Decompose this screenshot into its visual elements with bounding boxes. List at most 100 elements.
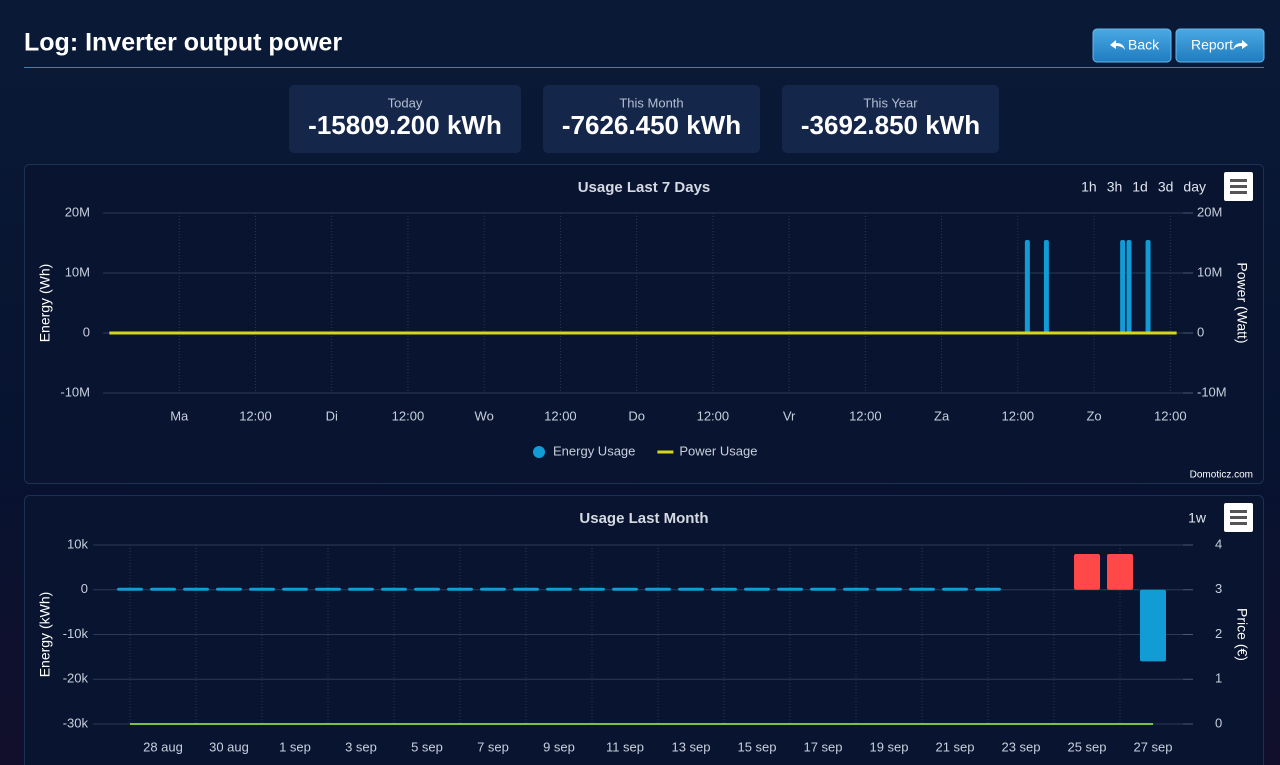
range-button[interactable]: 1d [1132, 179, 1148, 195]
back-button-bg[interactable] [1092, 28, 1172, 63]
menu-icon-bar[interactable] [1230, 522, 1247, 525]
x-tick-label: 12:00 [392, 408, 425, 423]
summary-card [782, 85, 999, 153]
credit: Domoticz.com [1190, 470, 1253, 481]
bar [1126, 240, 1132, 333]
x-tick-label: Za [934, 408, 950, 423]
y2-tick-label: 0 [1197, 324, 1204, 339]
y-tick-label: -30k [63, 715, 89, 730]
x-tick-label: 28 aug [143, 739, 183, 754]
y2-tick-label: 20M [1197, 204, 1222, 219]
report-button[interactable]: Report [1175, 28, 1265, 63]
back-icon[interactable] [1110, 40, 1125, 50]
y-tick-label: 0 [83, 324, 90, 339]
summary-card [543, 85, 760, 153]
menu-icon-bar[interactable] [1230, 179, 1247, 182]
report-icon[interactable] [1233, 40, 1248, 50]
x-tick-label: 12:00 [849, 408, 882, 423]
summary-label: This Month [619, 95, 683, 110]
legend-label[interactable]: Energy Usage [553, 443, 635, 458]
chart-panel [24, 164, 1264, 484]
x-tick-label: Zo [1086, 408, 1101, 423]
y-tick-label: 20M [65, 204, 90, 219]
chart-panel [24, 495, 1264, 765]
menu-icon-bar[interactable] [1230, 510, 1247, 513]
summary-value: -7626.450 kWh [562, 110, 741, 140]
bar [1024, 240, 1030, 333]
bar [843, 587, 869, 591]
menu-icon-bar[interactable] [1230, 185, 1247, 188]
bar [117, 587, 143, 591]
charts: Usage Last 7 Days day 3d 1d 3h 1h Energy (Wh) P… [24, 164, 1264, 765]
x-tick-label: Ma [170, 408, 189, 423]
bar [909, 587, 935, 591]
y2-axis-title: Price (€) [1234, 608, 1250, 661]
range-button[interactable]: 3d [1158, 179, 1174, 195]
menu-icon-bar[interactable] [1230, 516, 1247, 519]
bar [480, 587, 506, 591]
chart: Usage Last 7 Days day 3d 1d 3h 1h Energy (Wh) P… [24, 164, 1264, 484]
bar [1140, 589, 1166, 662]
summary: Today-15809.200 kWh This Month-7626.450 k… [289, 85, 999, 153]
x-tick-label: 30 aug [209, 739, 249, 754]
bar [975, 587, 1001, 591]
range-button[interactable]: 3h [1107, 179, 1123, 195]
bar [711, 587, 737, 591]
bar [645, 587, 671, 591]
bar [414, 587, 440, 591]
bar [777, 587, 803, 591]
x-tick-label: 1 sep [279, 739, 311, 754]
bar [612, 587, 638, 591]
bar [1107, 553, 1133, 590]
legend-label[interactable]: Power Usage [679, 443, 757, 458]
summary-label: This Year [863, 95, 918, 110]
bar [744, 587, 770, 591]
report-label[interactable]: Report [1191, 37, 1233, 53]
bar [348, 587, 374, 591]
bar [810, 587, 836, 591]
bar [1145, 240, 1151, 333]
bar [546, 587, 572, 591]
back-button[interactable]: Back [1092, 28, 1172, 63]
x-tick-label: 9 sep [543, 739, 575, 754]
x-tick-label: 12:00 [697, 408, 730, 423]
legend-symbol[interactable] [533, 446, 545, 458]
y2-tick-label: 0 [1215, 715, 1222, 730]
x-tick-label: Do [628, 408, 645, 423]
y2-tick-label: 4 [1215, 536, 1222, 551]
range-button[interactable]: day [1183, 179, 1206, 195]
summary-value: -15809.200 kWh [308, 110, 502, 140]
bar [216, 587, 242, 591]
bar [1074, 553, 1100, 590]
x-tick-label: Wo [475, 408, 494, 423]
bar [183, 587, 209, 591]
range-button[interactable]: 1w [1188, 510, 1207, 526]
bar [942, 587, 968, 591]
y2-tick-label: -10M [1197, 384, 1227, 399]
chart-title: Usage Last Month [579, 510, 708, 527]
x-tick-label: 12:00 [1002, 408, 1035, 423]
bar [678, 587, 704, 591]
summary-card [289, 85, 521, 153]
y2-tick-label: 3 [1215, 581, 1222, 596]
y-tick-label: -20k [63, 671, 89, 686]
bar [513, 587, 539, 591]
summary-value: -3692.850 kWh [801, 110, 980, 140]
y-tick-label: -10M [60, 384, 90, 399]
report-button-bg[interactable] [1175, 28, 1265, 63]
y-tick-label: 10M [65, 264, 90, 279]
bar [315, 587, 341, 591]
x-tick-label: Di [326, 408, 338, 423]
range-button[interactable]: 1h [1081, 179, 1097, 195]
bar [282, 587, 308, 591]
x-tick-label: 3 sep [345, 739, 377, 754]
bar [579, 587, 605, 591]
menu-icon-bar[interactable] [1230, 191, 1247, 194]
x-tick-label: 15 sep [737, 739, 776, 754]
x-tick-label: 12:00 [239, 408, 272, 423]
y2-tick-label: 1 [1215, 671, 1222, 686]
x-tick-label: 21 sep [935, 739, 974, 754]
back-label[interactable]: Back [1128, 37, 1160, 53]
y-axis-title: Energy (kWh) [37, 592, 53, 678]
